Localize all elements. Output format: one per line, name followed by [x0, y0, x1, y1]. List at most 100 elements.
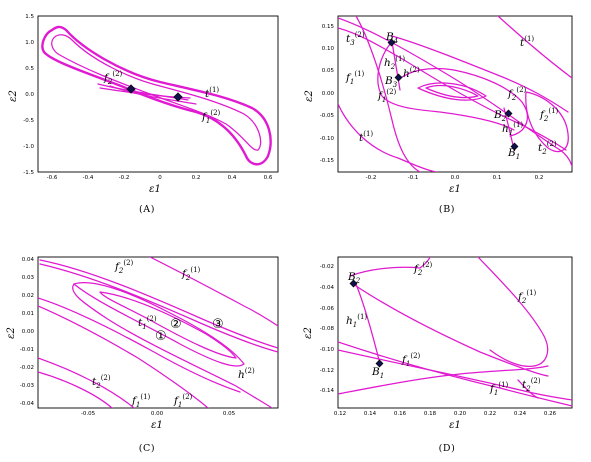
panel-b-curve-4: [391, 35, 569, 113]
panel-b-label-b3: B3: [384, 75, 398, 89]
ytick: -0.14: [320, 388, 335, 394]
panel-c-curve-3: [149, 257, 278, 327]
panel-c-curve-2: [39, 263, 278, 353]
panel-d-xlabel: ε1: [449, 420, 461, 431]
panel-d-yticks: -0.02 -0.04 -0.06 -0.08 -0.10 -0.12 -0.1…: [320, 264, 335, 394]
panel-b-label-f2-b: f2(1): [539, 107, 559, 123]
panel-b-label-f2-a: f2(2): [507, 86, 527, 102]
ytick: 0.04: [22, 257, 35, 263]
xtick: -0.2: [119, 175, 130, 181]
ytick: -0.04: [320, 285, 335, 291]
panel-a-label-f2: f2(2): [103, 70, 123, 86]
panel-b-label-b1: B1: [507, 147, 520, 161]
panel-c-xticks: -0.05 0.00 0.05: [81, 411, 236, 417]
xtick: 0.00: [151, 411, 164, 417]
panel-c-label-t1: t1(2): [138, 315, 157, 331]
panel-d-label-f1: f1(2): [401, 352, 421, 368]
panel-d-curve-6: [349, 257, 431, 277]
panel-b-frame: [337, 15, 573, 173]
panel-c-frame: [37, 256, 279, 409]
ytick: 0.00: [322, 91, 335, 97]
xtick: 0.18: [424, 411, 437, 417]
panel-a-yticks: 1.5 1.0 0.5 0.0 -0.5 -1.0 -1.5: [23, 14, 34, 176]
panel-c-region-3: ③: [212, 317, 224, 332]
ytick: -1.0: [23, 144, 34, 150]
panel-b-label-t1-low: t(1): [359, 130, 373, 144]
panel-d-label-f2-a: f2(2): [413, 261, 433, 277]
xtick: 0.24: [514, 411, 527, 417]
panel-d-curves: [338, 257, 572, 407]
ytick: -0.06: [320, 306, 335, 312]
ytick: -0.03: [20, 383, 35, 389]
panel-b-curve-2: [338, 27, 567, 151]
panel-a-label-f1: f1(2): [201, 109, 221, 125]
panel-a-inner-loop: [51, 34, 262, 151]
panel-b-label-t2: t2(2): [538, 140, 557, 156]
xtick: 0.22: [484, 411, 496, 417]
ytick: 0.05: [322, 68, 335, 74]
panel-c-lens-outer: [73, 282, 245, 367]
ytick: 0.0: [25, 92, 34, 98]
ytick: 0.15: [322, 24, 335, 30]
panel-d-label-b2: B2: [347, 271, 361, 285]
xtick: 0.20: [454, 411, 467, 417]
panel-d-label-h1: h1(1): [346, 313, 367, 329]
ytick: 0.01: [22, 311, 34, 317]
panel-a-frame: [37, 15, 279, 173]
xtick: -0.05: [81, 411, 96, 417]
panel-d-marker-b2: [349, 279, 358, 288]
panel-c-label-f2-a: f2(2): [114, 259, 134, 275]
panel-d-curve-1: [338, 341, 572, 407]
ytick: -0.10: [320, 347, 335, 353]
panel-a-ylabel: ε2: [8, 90, 19, 102]
ytick: -0.02: [320, 264, 334, 270]
panel-a-marker-1: [126, 84, 136, 94]
xtick: 0.6: [264, 175, 273, 181]
panel-c-curve-4: [72, 283, 273, 408]
panel-b-label-b4: B4: [385, 31, 398, 45]
xtick: 0.16: [394, 411, 407, 417]
panel-b: 0.15 0.10 0.05 0.00 -0.05 -0.10 -0.15 -0…: [304, 15, 573, 215]
panel-b-label-f1-b: f1(2): [377, 88, 397, 104]
panel-d-curve-4: [355, 283, 381, 365]
ytick: 1.0: [25, 40, 34, 46]
xtick: 0.0: [451, 175, 460, 181]
panel-b-label-h: h(2): [403, 66, 420, 80]
panel-b-curve-1: [338, 17, 572, 167]
panel-d-marker-b1: [375, 359, 384, 368]
ytick: -1.5: [23, 170, 34, 176]
panel-d-curve-5: [352, 283, 549, 377]
panel-c-label-h: h(2): [238, 367, 255, 381]
panel-c-curve-8: [38, 371, 113, 408]
panel-c-lens-inner: [99, 291, 237, 359]
panel-b-ylabel: ε2: [304, 90, 315, 102]
panel-d-label-f1-b: f1(1): [489, 381, 509, 397]
panel-a-marker-2: [173, 92, 183, 102]
xtick: 0.26: [544, 411, 557, 417]
panel-d-frame: [337, 256, 573, 409]
panel-d-label-b1: B1: [371, 366, 384, 380]
panel-a-outer-loop: [41, 25, 272, 166]
panel-a-markers: [126, 84, 183, 102]
ytick: -0.15: [320, 158, 335, 164]
xtick: 0.4: [228, 175, 237, 181]
panel-b-marker-b1: [510, 142, 519, 151]
panel-d-curve-7: [477, 257, 549, 368]
panel-b-marker-b2: [504, 109, 513, 118]
panel-b-markers: [387, 38, 519, 151]
panel-d-caption: (D): [439, 443, 456, 454]
panel-b-inner-lens-2: [425, 84, 479, 99]
panel-c-curve-6: [38, 305, 209, 408]
panel-c-label-f1-b: f1(2): [173, 393, 193, 409]
xtick: 0.2: [192, 175, 201, 181]
panel-c: 0.04 0.03 0.02 0.01 0.00 -0.01 -0.02 -0.…: [6, 256, 279, 454]
panel-b-label-h2: h2(1): [384, 55, 405, 71]
ytick: 0.02: [22, 293, 34, 299]
panel-c-curve-7: [38, 357, 135, 408]
panel-b-yticks: 0.15 0.10 0.05 0.00 -0.05 -0.10 -0.15: [320, 24, 335, 164]
panel-d-curve-2: [338, 349, 572, 401]
xtick: 0: [158, 175, 162, 181]
panel-c-curve-5: [38, 297, 241, 393]
panel-b-xlabel: ε1: [449, 184, 461, 195]
ytick: -0.02: [20, 365, 34, 371]
